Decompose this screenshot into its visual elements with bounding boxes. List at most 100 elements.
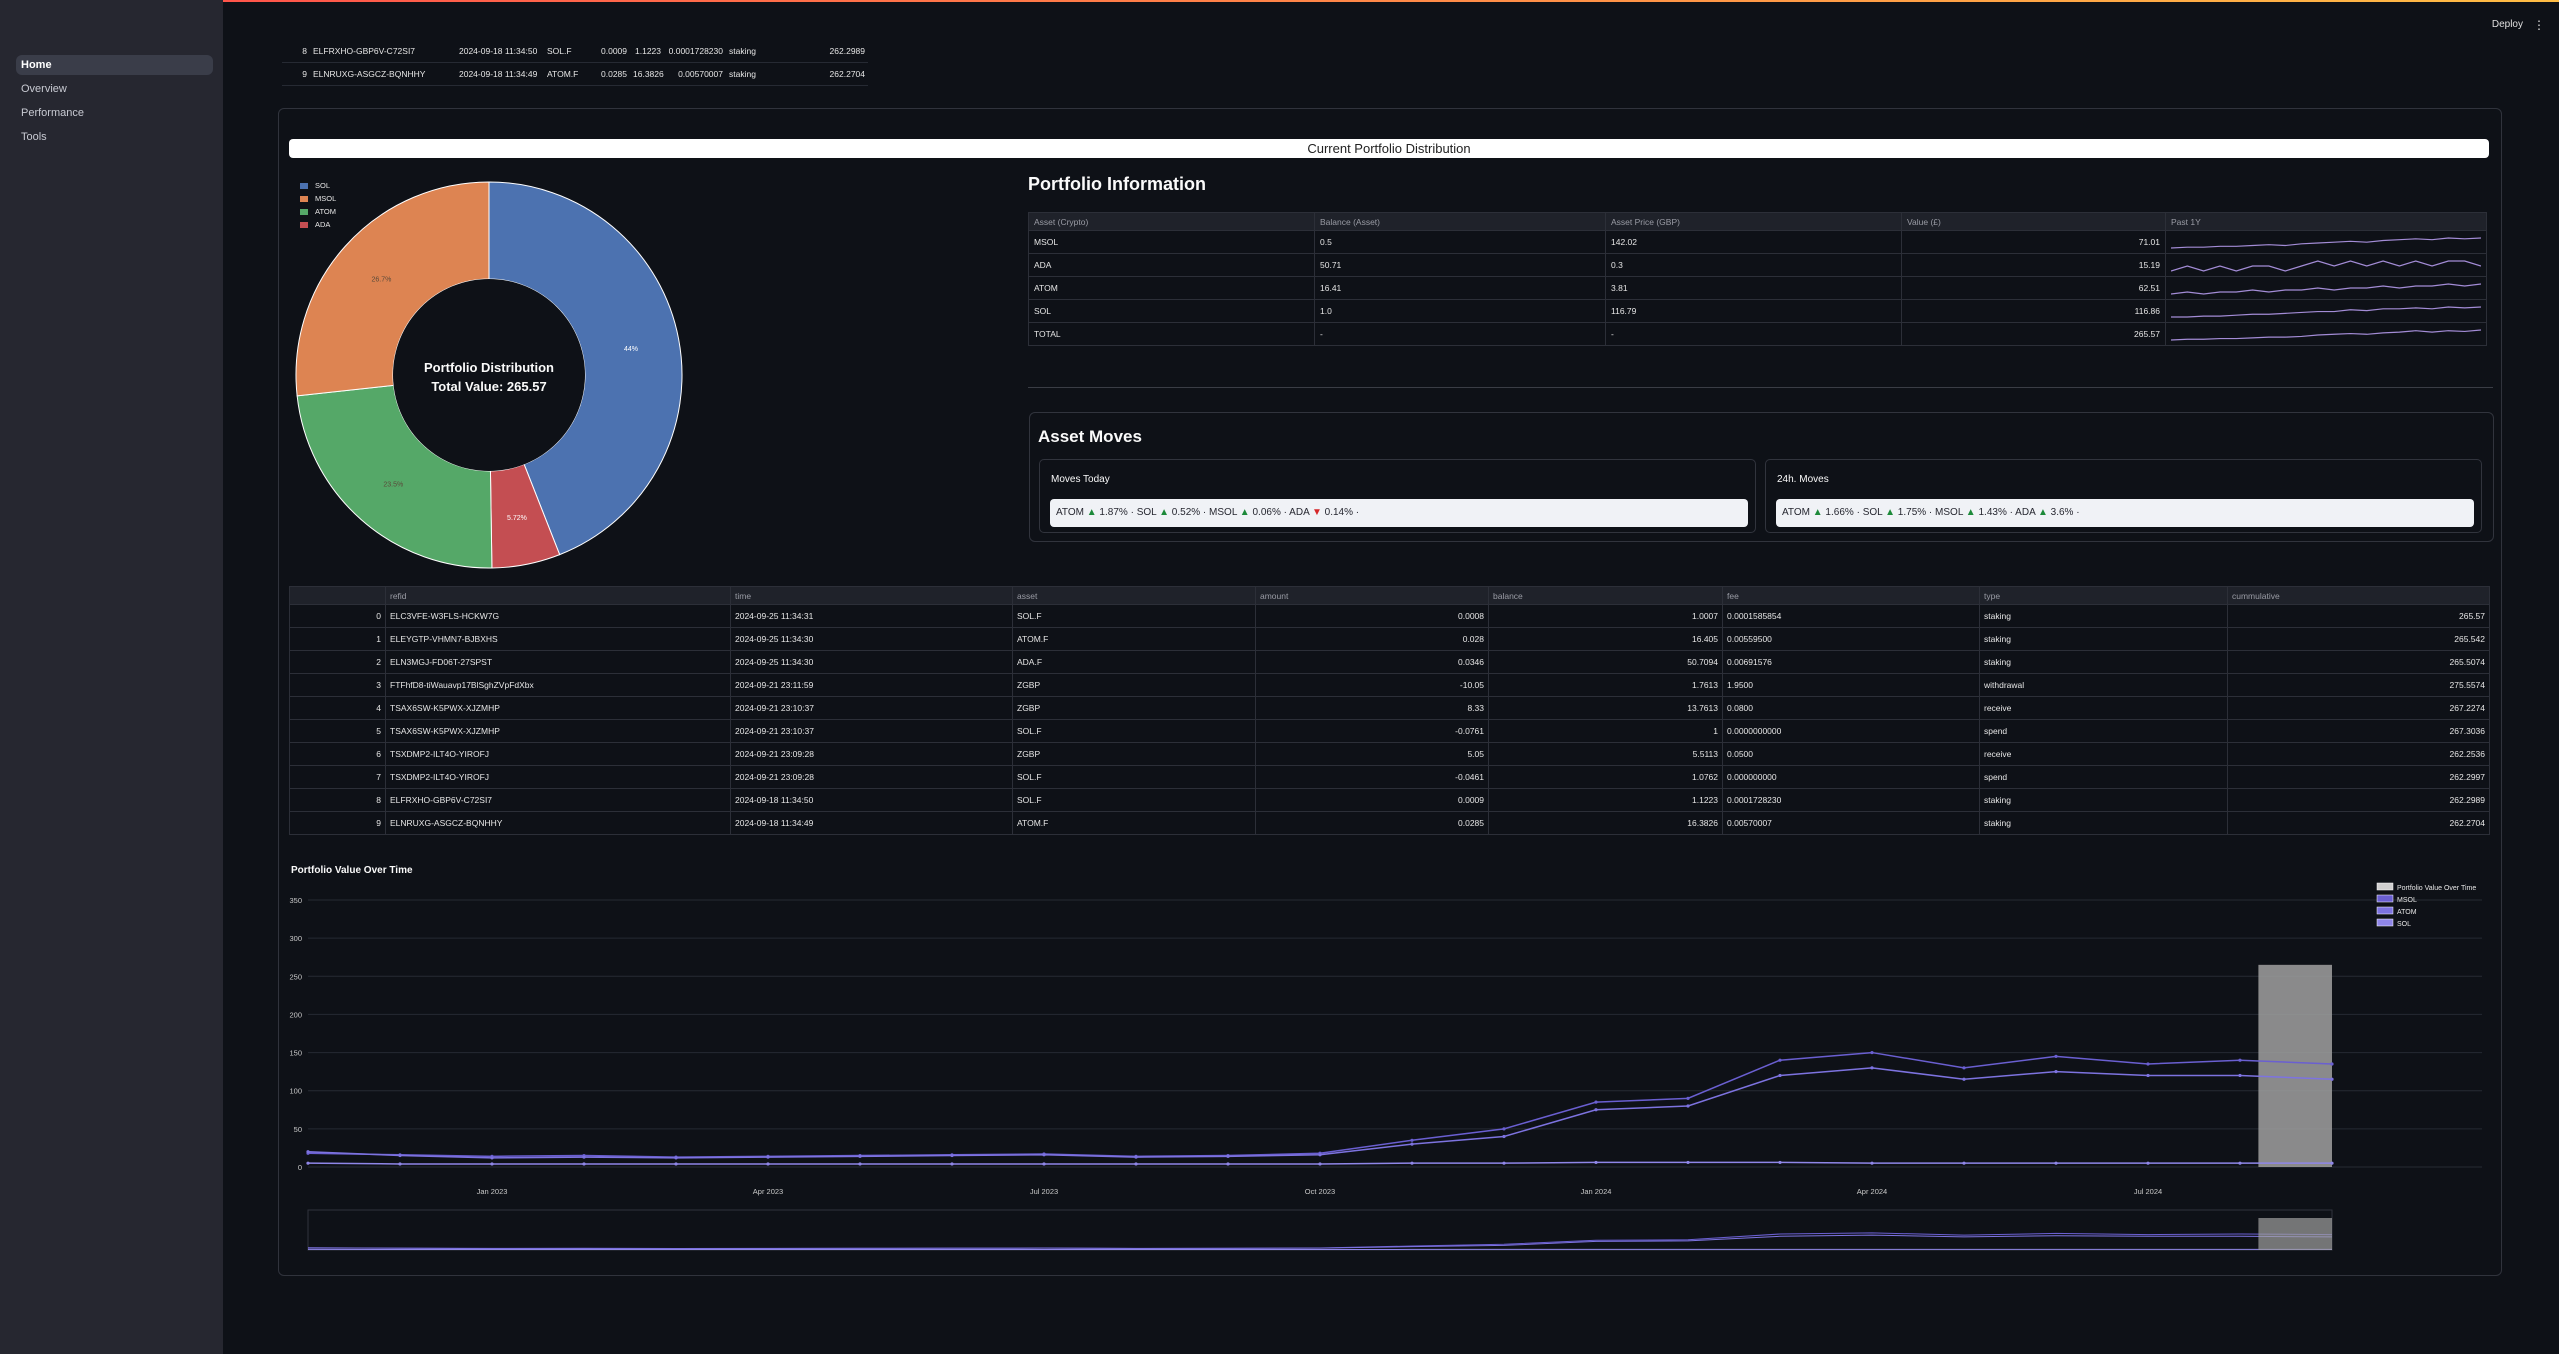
y-tick-label: 50 (294, 1125, 302, 1134)
table-row[interactable]: MSOL 0.5 142.02 71.01 (1028, 230, 2487, 254)
sparkline (2171, 260, 2481, 272)
column-header[interactable]: balance (1488, 586, 1723, 605)
column-header[interactable]: amount (1255, 586, 1489, 605)
series-point (1410, 1138, 1414, 1142)
table-cell: 1.9500 (1722, 673, 1980, 697)
table-cell: SOL.F (1012, 719, 1256, 743)
table-row[interactable]: 0 ELC3VFE-W3FLS-HCKW7G 2024-09-25 11:34:31… (289, 604, 2490, 628)
series-point (1502, 1134, 1506, 1139)
series-point (1962, 1161, 1966, 1165)
table-row[interactable]: 7 TSXDMP2-ILT4O-YIROFJ 2024-09-21 23:09:28… (289, 765, 2490, 789)
column-header[interactable]: Asset Price (GBP) (1605, 212, 1902, 231)
table-row[interactable]: 4 TSAX6SW-K5PWX-XJZMHP 2024-09-21 23:10:37… (289, 696, 2490, 720)
series-point (1134, 1162, 1138, 1166)
table-cell: spend (1979, 765, 2228, 789)
sparkline (2171, 283, 2481, 295)
table-row[interactable]: TOTAL - - 265.57 (1028, 322, 2487, 346)
series-point (2330, 1077, 2334, 1081)
series-point (950, 1162, 954, 1166)
table-row[interactable]: 8 ELFRXHO-GBP6V-C72SI7 2024-09-18 11:34:50… (289, 788, 2490, 812)
series-point (1410, 1161, 1414, 1165)
column-header-index[interactable] (289, 586, 386, 605)
sidebar-item-tools[interactable]: Tools (21, 131, 47, 143)
table-cell: ATOM.F (1012, 627, 1256, 651)
x-tick-label: Jul 2024 (2134, 1187, 2162, 1196)
table-cell: 262.2704 (786, 62, 868, 86)
series-point (766, 1162, 770, 1166)
table-cell: 0.00691576 (1722, 650, 1980, 674)
sparkline (2171, 237, 2481, 249)
legend-item-msol[interactable]: MSOL (300, 194, 336, 203)
column-header[interactable]: type (1979, 586, 2228, 605)
table-cell: ATOM.F (1012, 811, 1256, 835)
portfolio-value-line-chart[interactable]: 0 50 100 150 200 250 300 350 Jan 2023 Apr 2023 Jul… (284, 880, 2494, 1266)
table-row[interactable]: 5 TSAX6SW-K5PWX-XJZMHP 2024-09-21 23:10:37… (289, 719, 2490, 743)
column-header[interactable]: refid (385, 586, 731, 605)
table-cell: TSXDMP2-ILT4O-YIROFJ (385, 742, 731, 766)
move-item: MSOL ▲ 1.43% · (1935, 507, 2015, 518)
table-row[interactable]: 6 TSXDMP2-ILT4O-YIROFJ 2024-09-21 23:09:28… (289, 742, 2490, 766)
table-row[interactable]: 9 ELNRUXG-ASGCZ-BQNHHY 2024-09-18 11:34:… (282, 62, 868, 86)
column-header[interactable]: Past 1Y (2165, 212, 2487, 231)
table-row[interactable]: 2 ELN3MGJ-FD06T-27SPST 2024-09-25 11:34:30… (289, 650, 2490, 674)
column-header[interactable]: Asset (Crypto) (1028, 212, 1315, 231)
move-pct: 1.87% · (1096, 507, 1137, 518)
deploy-button[interactable]: Deploy (2491, 19, 2523, 30)
donut-center-title: Portfolio Distribution (424, 360, 554, 375)
moves-24h-card (1765, 459, 2482, 533)
y-tick-label: 150 (289, 1049, 302, 1058)
legend-item-sol[interactable]: SOL (300, 181, 330, 190)
table-cell: 2024-09-21 23:10:37 (730, 696, 1013, 720)
table-row[interactable]: SOL 1.0 116.79 116.86 (1028, 299, 2487, 323)
table-row[interactable]: 3 FTFhfD8-tiWauavp17BlSghZVpFdXbx 2024-09-… (289, 673, 2490, 697)
sidebar-item-home[interactable]: Home (16, 55, 213, 75)
table-cell: 2024-09-25 11:34:31 (730, 604, 1013, 628)
series-point (1318, 1153, 1322, 1157)
sparkline-path (2171, 283, 2481, 295)
column-header[interactable]: time (730, 586, 1013, 605)
table-cell: 0.0285 (1255, 811, 1489, 835)
sparkline-path (2171, 260, 2481, 272)
column-header[interactable]: fee (1722, 586, 1980, 605)
column-header[interactable]: Value (£) (1901, 212, 2166, 231)
table-cell: ELNRUXG-ASGCZ-BQNHHY (310, 62, 456, 86)
range-slider-area (2258, 1218, 2332, 1250)
series-point (398, 1162, 402, 1166)
table-row[interactable]: 9 ELNRUXG-ASGCZ-BQNHHY 2024-09-18 11:34:49… (289, 811, 2490, 835)
table-cell: 0.0001585854 (1722, 604, 1980, 628)
table-row[interactable]: ADA 50.71 0.3 15.19 (1028, 253, 2487, 277)
sidebar-item-overview[interactable]: Overview (21, 83, 67, 95)
table-cell: 262.2997 (2227, 765, 2490, 789)
table-cell: 262.2536 (2227, 742, 2490, 766)
table-cell: 2024-09-18 11:34:50 (730, 788, 1013, 812)
legend-swatch (2376, 882, 2394, 891)
table-cell: 5.05 (1255, 742, 1489, 766)
column-header[interactable]: asset (1012, 586, 1256, 605)
sidebar-item-performance[interactable]: Performance (21, 107, 84, 119)
table-cell: 9 (282, 62, 310, 86)
series-point (2330, 1062, 2334, 1066)
table-row[interactable]: 1 ELEYGTP-VHMN7-BJBXHS 2024-09-25 11:34:30… (289, 627, 2490, 651)
table-row[interactable]: ATOM 16.41 3.81 62.51 (1028, 276, 2487, 300)
table-cell: 0.0009 (1255, 788, 1489, 812)
table-cell: staking (1979, 650, 2228, 674)
legend-item-ada[interactable]: ADA (300, 220, 330, 229)
y-tick-label: 200 (289, 1010, 302, 1019)
table-cell: 2024-09-18 11:34:50 (456, 40, 544, 63)
table-cell: 4 (289, 696, 386, 720)
table-cell: 0.0346 (1255, 650, 1489, 674)
column-header[interactable]: Balance (Asset) (1314, 212, 1606, 231)
legend-label: ATOM (2397, 909, 2417, 916)
column-header[interactable]: cummulative (2227, 586, 2490, 605)
series-point (1962, 1077, 1966, 1081)
table-cell: 267.3036 (2227, 719, 2490, 743)
more-vert-icon[interactable]: ⋮ (2533, 18, 2545, 32)
table-cell: 0.0008 (1255, 604, 1489, 628)
series-point (306, 1161, 310, 1165)
legend-swatch (2376, 906, 2394, 915)
legend-item-atom[interactable]: ATOM (300, 207, 336, 216)
table-cell: 0.3 (1605, 253, 1902, 277)
move-pct: 0.06% · (1249, 507, 1290, 518)
table-row[interactable]: 8 ELFRXHO-GBP6V-C72SI7 2024-09-18 11:34:… (282, 40, 868, 63)
table-cell: ELFRXHO-GBP6V-C72SI7 (385, 788, 731, 812)
